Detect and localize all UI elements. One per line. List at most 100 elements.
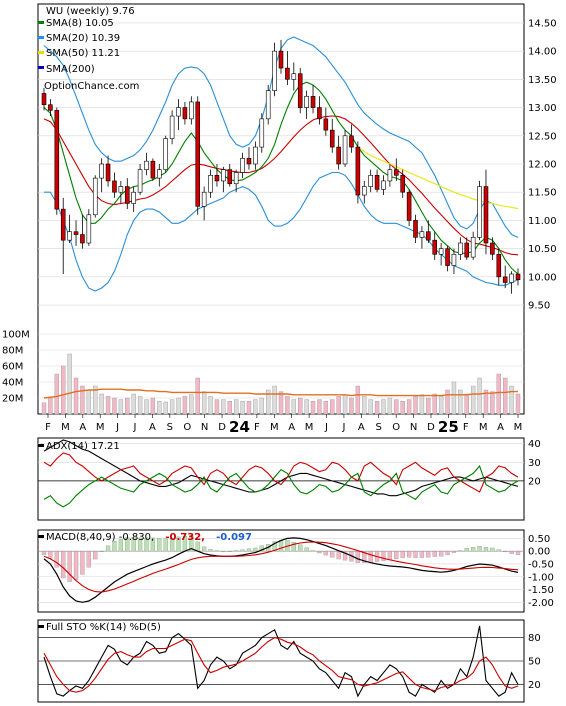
adx-label: ADX(14) 17.21	[46, 441, 120, 452]
macd-histogram-bar	[61, 551, 66, 579]
candle-body	[86, 214, 92, 244]
macd-label-value: MACD(8,40,9) -0.830,	[46, 532, 154, 543]
volume-tick-label: 100M	[2, 330, 30, 341]
candle-body	[432, 239, 438, 255]
candle-body	[265, 90, 271, 120]
volume-bar	[125, 397, 130, 415]
x-axis-labels: F M A M J J A S O N D 24 F M A M J J A S O N D 25 F M A M	[45, 414, 522, 436]
volume-tick-label: 40M	[2, 378, 23, 389]
candle-body	[124, 186, 130, 204]
stochastic-lines	[43, 625, 519, 698]
macd-signal-line	[43, 541, 519, 593]
price-tick-label: 13.00	[528, 103, 557, 114]
macd-histogram-bar	[483, 547, 489, 552]
candle-body	[176, 107, 181, 117]
sma50-line	[357, 146, 519, 210]
adx-lines	[43, 439, 519, 508]
candle-body	[41, 93, 47, 106]
x-tick-label: O	[392, 422, 400, 433]
adx-panel-frame	[37, 437, 525, 521]
macd-histogram-bar	[48, 551, 53, 559]
candle-body	[99, 163, 104, 179]
volume-bar	[426, 397, 431, 415]
legend-swatch-sma50	[38, 51, 44, 54]
plus-di-line	[43, 464, 519, 508]
candle-body	[297, 73, 303, 108]
macd-histogram-bar	[195, 541, 200, 552]
volume-bar	[496, 373, 501, 415]
volume-y-ticks: 100M 80M 60M 40M 20M	[2, 330, 30, 405]
candle-body	[304, 95, 309, 108]
macd-histogram-bar	[67, 551, 72, 582]
macd-histogram-bar	[368, 551, 373, 563]
volume-bar	[458, 389, 463, 415]
stochastic-tick-label: 50	[528, 657, 541, 668]
candle-body	[323, 118, 329, 131]
price-tick-label: 12.50	[528, 131, 557, 142]
candle-body	[400, 174, 405, 193]
macd-tick-label: -0.50	[528, 559, 554, 570]
candle-body	[310, 95, 316, 108]
macd-histogram-bar	[490, 547, 495, 552]
macd-histogram-bar	[413, 551, 418, 558]
candle-body	[67, 231, 72, 241]
candle-body	[368, 174, 373, 187]
candle-body	[80, 234, 85, 244]
volume-average-line	[43, 388, 518, 399]
candle-body	[278, 50, 284, 69]
stochastic-tick-label: 80	[528, 633, 541, 644]
candle-body	[169, 115, 175, 139]
candle-body	[73, 231, 79, 235]
candle-body	[221, 169, 226, 182]
candle-body	[214, 174, 220, 182]
macd-histogram-bar	[234, 550, 239, 552]
volume-bar	[413, 396, 418, 415]
candle-body	[137, 169, 143, 193]
volume-bar	[105, 396, 111, 415]
x-tick-label: M	[514, 422, 523, 433]
x-tick-label: F	[45, 422, 51, 433]
macd-histogram-bar	[41, 551, 47, 555]
x-tick-label: S	[167, 422, 173, 433]
x-tick-label: A	[79, 422, 86, 433]
macd-histogram-bar	[458, 550, 463, 552]
candle-body	[246, 158, 252, 165]
macd-histogram-bar	[438, 551, 444, 557]
volume-bar	[259, 397, 264, 415]
macd-histogram-bar	[189, 535, 194, 552]
price-tick-label: 11.50	[528, 188, 557, 199]
macd-histogram-bar	[176, 536, 181, 552]
x-tick-label: 25	[438, 418, 459, 436]
candle-body	[406, 191, 412, 221]
macd-histogram-bar	[515, 551, 521, 555]
macd-y-ticks: 0.50 0.00-0.50 -1.00 -1.50 -2.00	[528, 534, 554, 609]
volume-bar	[61, 365, 66, 415]
price-legend: WU (weekly) 9.76 SMA(8) 10.05 SMA(20) 10…	[38, 6, 139, 92]
volume-bar	[233, 399, 239, 415]
volume-bar	[266, 389, 271, 415]
macd-tick-label: -1.50	[528, 585, 554, 596]
stochastic-k-line	[43, 625, 519, 698]
volume-bar	[394, 399, 399, 415]
volume-bar	[246, 401, 252, 415]
price-candles	[41, 39, 521, 294]
candle-body	[189, 101, 194, 120]
x-tick-label: D	[218, 422, 226, 433]
x-tick-label: A	[358, 422, 365, 433]
candle-body	[387, 169, 393, 182]
volume-bar	[406, 399, 412, 415]
price-tick-label: 12.00	[528, 160, 557, 171]
macd-histogram-bar	[93, 551, 98, 560]
macd-histogram-bar	[144, 537, 149, 552]
volume-bar	[310, 401, 316, 415]
macd-histogram-bar	[323, 551, 328, 556]
candle-body	[502, 276, 508, 283]
macd-histogram-bar	[387, 551, 393, 560]
macd-histogram-bar	[105, 545, 111, 552]
volume-bar	[477, 377, 482, 415]
volume-bar	[182, 396, 188, 415]
volume-bar	[67, 353, 72, 415]
price-tick-label: 10.00	[528, 272, 557, 283]
x-tick-label: O	[183, 422, 191, 433]
candle-body	[150, 160, 156, 179]
